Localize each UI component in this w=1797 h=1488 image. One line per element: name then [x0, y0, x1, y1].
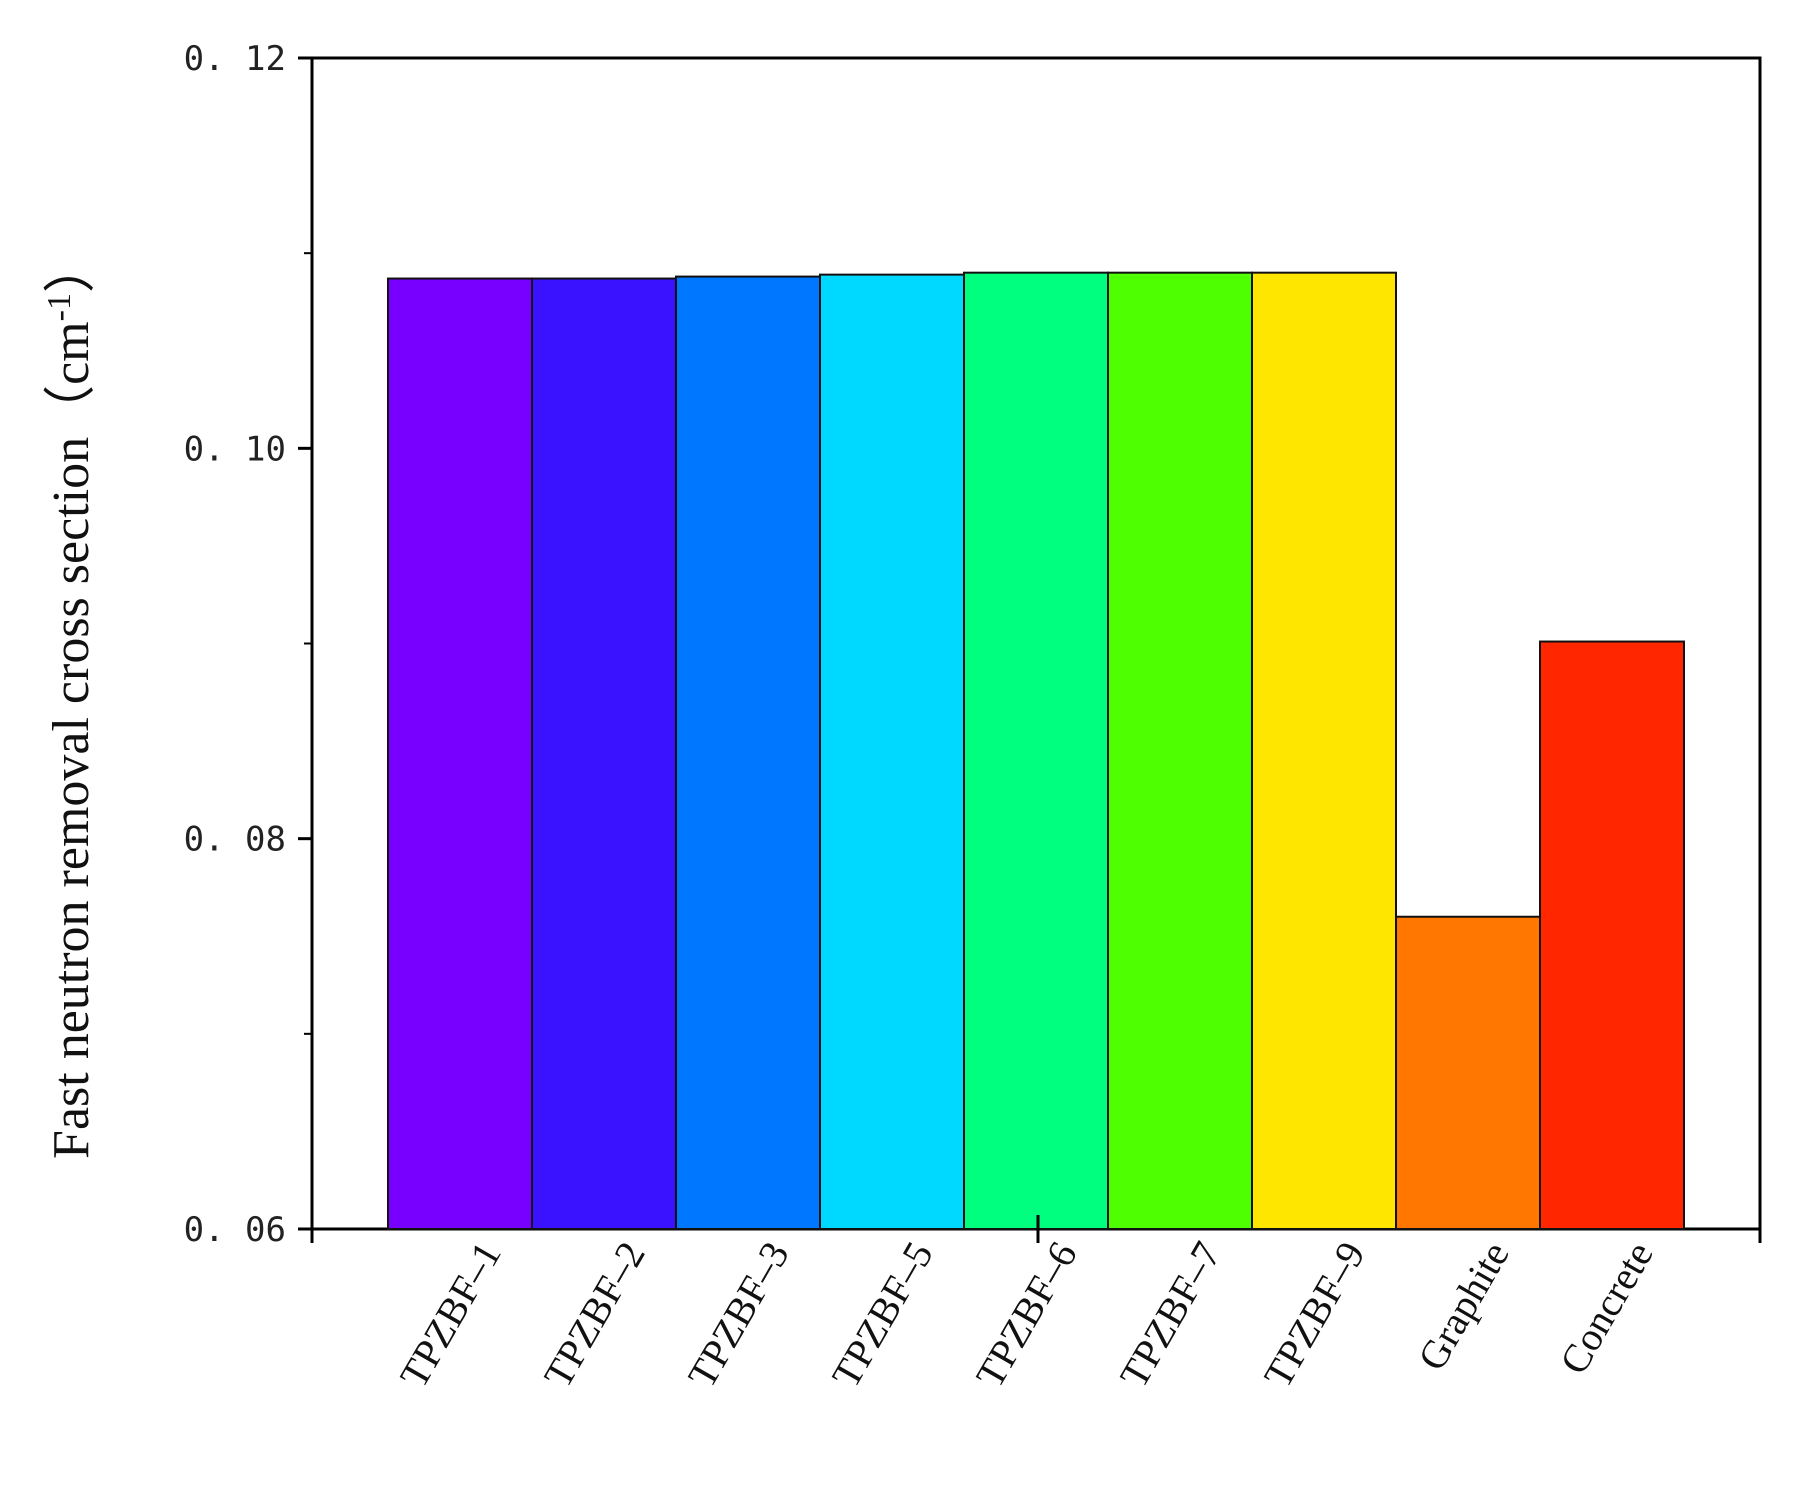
x-tick-label: TPZBF–9 [1255, 1234, 1374, 1395]
y-axis-title: Fast neutron removal cross section（cm-1） [41, 241, 100, 1159]
x-tick-label: TPZBF–3 [679, 1234, 798, 1395]
bar-2 [531, 277, 677, 1230]
bar-3 [675, 275, 821, 1230]
bar-7 [1251, 271, 1397, 1230]
y-axis-title-unit-sup: -1 [41, 293, 78, 321]
bar-8 [1395, 915, 1541, 1230]
x-tick-label: TPZBF–7 [1111, 1234, 1230, 1395]
y-axis-title-text: Fast neutron removal cross section [43, 437, 100, 1159]
y-tick-label: 0. 10 [184, 429, 286, 469]
y-axis: 0. 06 0. 08 0. 10 0. 12 [184, 39, 312, 1250]
bar-4 [819, 273, 965, 1230]
y-tick-label: 0. 12 [184, 39, 286, 79]
x-tick-label: TPZBF–5 [823, 1234, 942, 1395]
y-tick-label: 0. 08 [184, 820, 286, 860]
y-axis-title-unit-close: ） [43, 241, 100, 293]
x-tick-label: TPZBF–1 [391, 1234, 510, 1395]
bar-1 [387, 277, 533, 1230]
x-tick-label: Concrete [1551, 1234, 1662, 1382]
y-axis-title-unit-open: （cm [43, 321, 100, 437]
bar-9 [1539, 640, 1685, 1230]
bar-6 [1107, 271, 1253, 1230]
x-tick-label: TPZBF–6 [967, 1234, 1086, 1395]
x-tick-label: TPZBF–2 [535, 1234, 654, 1395]
x-tick-label: Graphite [1409, 1234, 1518, 1378]
y-tick-label: 0. 06 [184, 1210, 286, 1250]
bars [387, 271, 1685, 1230]
x-axis: TPZBF–1 TPZBF–2 TPZBF–3 TPZBF–5 TPZBF–6 TPZBF… [310, 1215, 1762, 1395]
bar-5 [963, 271, 1109, 1230]
